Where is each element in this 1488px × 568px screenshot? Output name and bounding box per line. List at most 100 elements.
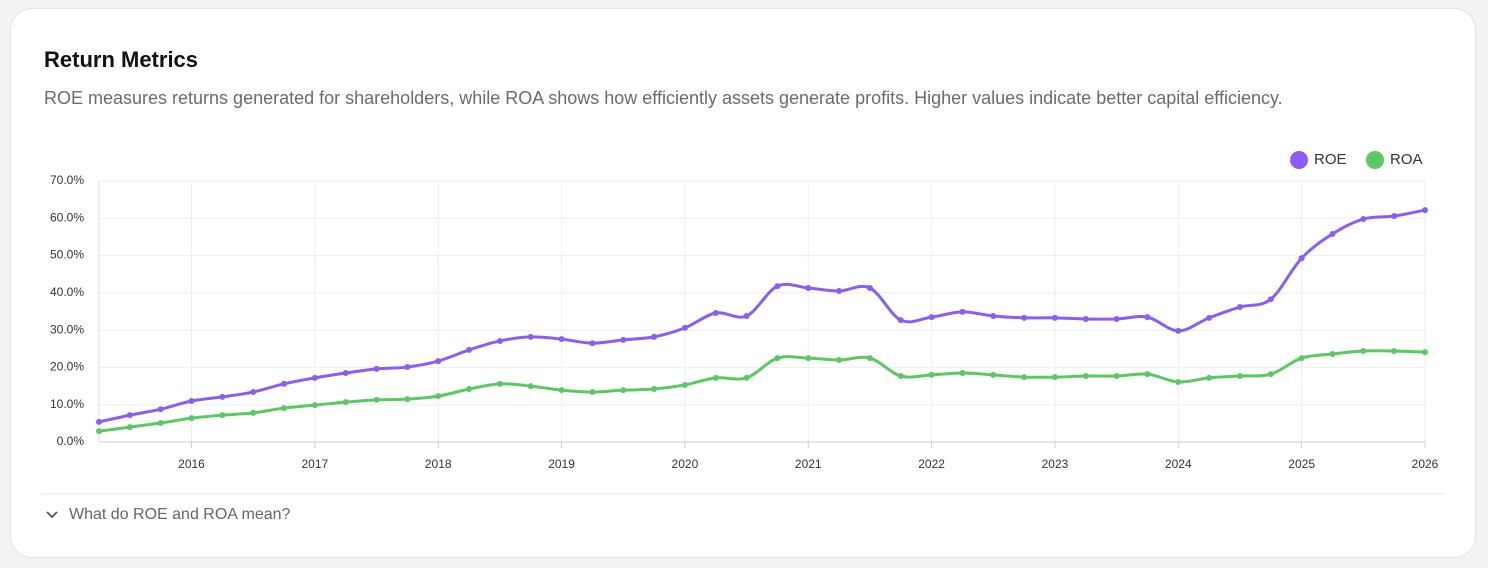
details-toggle[interactable]: What do ROE and ROA mean? (45, 506, 290, 524)
data-point (990, 371, 997, 378)
series-line (98, 208, 1426, 424)
data-point (558, 387, 565, 394)
data-point (281, 380, 288, 387)
data-point (836, 356, 843, 363)
data-point (774, 283, 781, 290)
data-point (281, 405, 288, 412)
data-point (373, 365, 380, 372)
x-tick-label: 2022 (918, 457, 945, 471)
data-point (1422, 349, 1428, 356)
x-tick-label: 2021 (795, 457, 822, 471)
data-point (712, 374, 719, 381)
legend-swatch[interactable] (1290, 151, 1308, 169)
data-point (897, 373, 904, 380)
card: Return Metrics ROE measures returns gene… (10, 8, 1476, 558)
data-point (311, 374, 318, 381)
data-point (805, 285, 812, 292)
data-point (681, 381, 688, 388)
data-point (404, 396, 411, 403)
data-point (1422, 207, 1428, 214)
data-point (1144, 314, 1151, 321)
data-point (311, 402, 318, 409)
y-tick-label: 40.0% (50, 285, 84, 299)
data-point (1175, 327, 1182, 334)
card-title: Return Metrics (44, 47, 199, 72)
data-point (219, 393, 226, 400)
data-point (188, 415, 195, 422)
data-point (1298, 355, 1305, 362)
data-point (1236, 304, 1243, 311)
data-point (527, 333, 534, 340)
data-point (928, 371, 935, 378)
data-point (897, 317, 904, 324)
y-tick-label: 70.0% (50, 173, 84, 187)
y-tick-label: 10.0% (50, 397, 84, 411)
x-tick-label: 2017 (302, 457, 329, 471)
x-tick-label: 2026 (1412, 457, 1439, 471)
data-point (404, 364, 411, 371)
y-tick-label: 0.0% (57, 434, 85, 448)
y-tick-label: 30.0% (50, 322, 84, 336)
data-point (1206, 374, 1213, 381)
data-point (805, 355, 812, 362)
details-toggle-label[interactable]: What do ROE and ROA mean? (69, 506, 291, 523)
card-subtitle: ROE measures returns generated for share… (44, 88, 1283, 108)
legend-label[interactable]: ROA (1390, 151, 1423, 168)
data-point (589, 340, 596, 347)
series-line (98, 349, 1426, 433)
data-point (157, 419, 164, 426)
data-point (1113, 315, 1120, 322)
data-point (527, 383, 534, 390)
data-point (928, 314, 935, 321)
x-tick-label: 2016 (178, 457, 205, 471)
data-point (743, 312, 750, 319)
data-point (1236, 373, 1243, 380)
data-point (219, 412, 226, 419)
data-point (1051, 314, 1058, 321)
data-point (1113, 373, 1120, 380)
data-point (435, 358, 442, 365)
legend-swatch[interactable] (1366, 151, 1384, 169)
data-point (743, 374, 750, 381)
data-point (620, 336, 627, 343)
x-tick-label: 2020 (672, 457, 699, 471)
data-point (558, 336, 565, 343)
data-point (1329, 351, 1336, 358)
x-tick-label: 2018 (425, 457, 452, 471)
data-point (651, 333, 658, 340)
data-point (466, 386, 473, 393)
data-point (157, 406, 164, 413)
data-point (466, 346, 473, 353)
data-point (496, 380, 503, 387)
data-point (1175, 378, 1182, 385)
data-point (774, 355, 781, 362)
data-point (681, 324, 688, 331)
data-point (959, 308, 966, 315)
data-point (373, 396, 380, 403)
data-point (1360, 216, 1367, 223)
legend-label[interactable]: ROE (1314, 151, 1347, 168)
data-point (1267, 371, 1274, 378)
data-point (1144, 371, 1151, 378)
data-point (126, 412, 133, 419)
data-point (96, 418, 102, 425)
y-tick-label: 50.0% (50, 248, 84, 262)
data-point (620, 387, 627, 394)
x-tick-label: 2019 (548, 457, 575, 471)
data-point (990, 312, 997, 319)
data-point (250, 409, 257, 416)
data-point (250, 389, 257, 396)
x-tick-label: 2025 (1288, 457, 1315, 471)
data-point (1206, 314, 1213, 321)
data-point (1082, 315, 1089, 322)
data-point (1082, 373, 1089, 380)
chevron-icon (46, 511, 58, 519)
y-tick-label: 60.0% (50, 210, 84, 224)
data-point (342, 370, 349, 377)
data-point (836, 287, 843, 294)
data-point (651, 386, 658, 393)
y-tick-label: 20.0% (50, 360, 84, 374)
data-point (959, 370, 966, 377)
data-point (712, 309, 719, 316)
